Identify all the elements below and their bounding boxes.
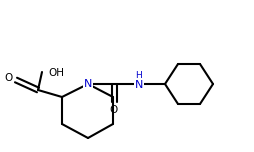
Text: N: N (135, 80, 143, 90)
Text: OH: OH (48, 68, 64, 78)
Text: N: N (84, 79, 92, 89)
Text: H: H (136, 71, 142, 80)
Text: O: O (5, 73, 13, 83)
Text: O: O (110, 105, 118, 115)
